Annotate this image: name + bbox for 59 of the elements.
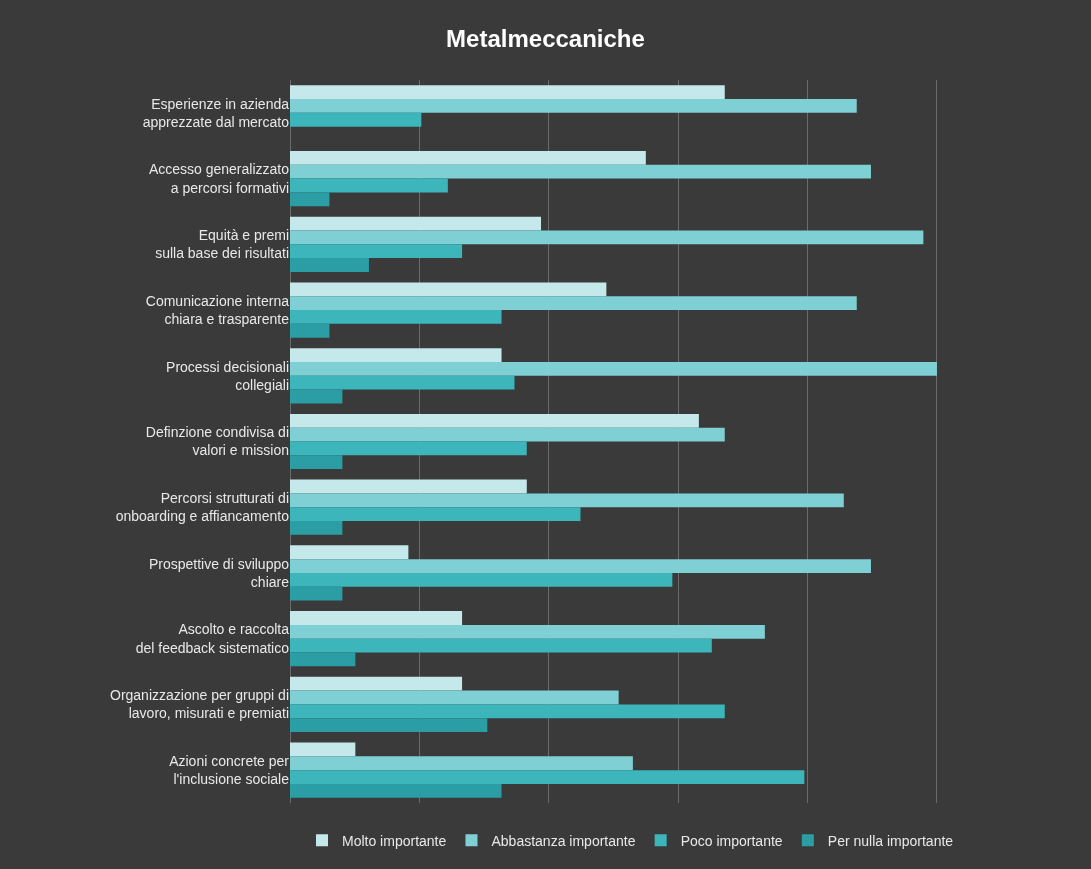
bar: [290, 572, 673, 587]
bar: [290, 521, 343, 535]
bar: [290, 770, 805, 784]
bar: [290, 296, 857, 311]
legend-label: Molto importante: [342, 832, 447, 849]
legend-label: Abbastanza importante: [491, 832, 636, 849]
bar: [290, 718, 488, 733]
bar: [290, 389, 343, 404]
bar: [290, 586, 343, 601]
legend-label: Per nulla importante: [827, 832, 954, 849]
legend-label: Poco importante: [680, 832, 783, 849]
y-tick-label: Esperienze in azienda apprezzate dal mercato: [142, 95, 290, 130]
y-tick-label: Equità e premi sulla base dei risultati: [155, 227, 289, 262]
bar: [290, 624, 765, 639]
bar: [290, 559, 871, 573]
bar: [290, 192, 330, 207]
bar: [290, 545, 409, 560]
bar: [290, 112, 422, 127]
bar: [290, 704, 725, 719]
bar: [290, 99, 857, 113]
y-tick-label: Percorsi strutturati di onboarding e affiancamento: [115, 490, 290, 525]
bar: [290, 310, 502, 324]
bar: [290, 676, 463, 691]
bar: [290, 230, 924, 245]
bar: [290, 455, 343, 470]
bar: [290, 258, 369, 272]
bar: [290, 441, 527, 456]
bar: [290, 638, 712, 653]
bar: [290, 361, 937, 376]
y-tick-label: Azioni concrete per l'inclusione sociale: [169, 752, 290, 788]
bar: [290, 756, 633, 771]
bar: [290, 282, 607, 297]
y-tick-label: Definzione condivisa di valori e mission: [145, 424, 289, 459]
bar: [290, 323, 330, 338]
bar: [290, 690, 619, 705]
bar: [290, 216, 542, 231]
bar: [290, 479, 527, 494]
bar: [290, 783, 502, 798]
chart-title: Metalmeccaniche: [446, 25, 645, 53]
y-tick-label: Ascolto e raccolta del feedback sistematico: [135, 621, 290, 656]
y-tick-label: Processi decisionali collegiali: [166, 358, 289, 393]
bar: [290, 427, 725, 442]
bar: [290, 611, 463, 625]
bar: [290, 507, 581, 522]
bar: [290, 493, 844, 508]
bar: [290, 178, 448, 193]
bar: [290, 375, 515, 390]
y-tick-label: Prospettive di sviluppo chiare: [148, 555, 290, 590]
bar: [290, 348, 502, 362]
y-tick-label: Organizzazione per gruppi di lavoro, misurati e premiati: [110, 687, 289, 722]
bar: [290, 244, 463, 259]
bar: [290, 742, 356, 757]
y-tick-label: Accesso generalizzato a percorsi formativi: [148, 161, 290, 196]
bar: [290, 150, 646, 165]
y-tick-label: Comunicazione interna chiara e trasparente: [145, 292, 290, 328]
bar: [290, 413, 699, 428]
bar: [290, 85, 725, 100]
bar: [290, 164, 871, 179]
bar: [290, 652, 356, 667]
